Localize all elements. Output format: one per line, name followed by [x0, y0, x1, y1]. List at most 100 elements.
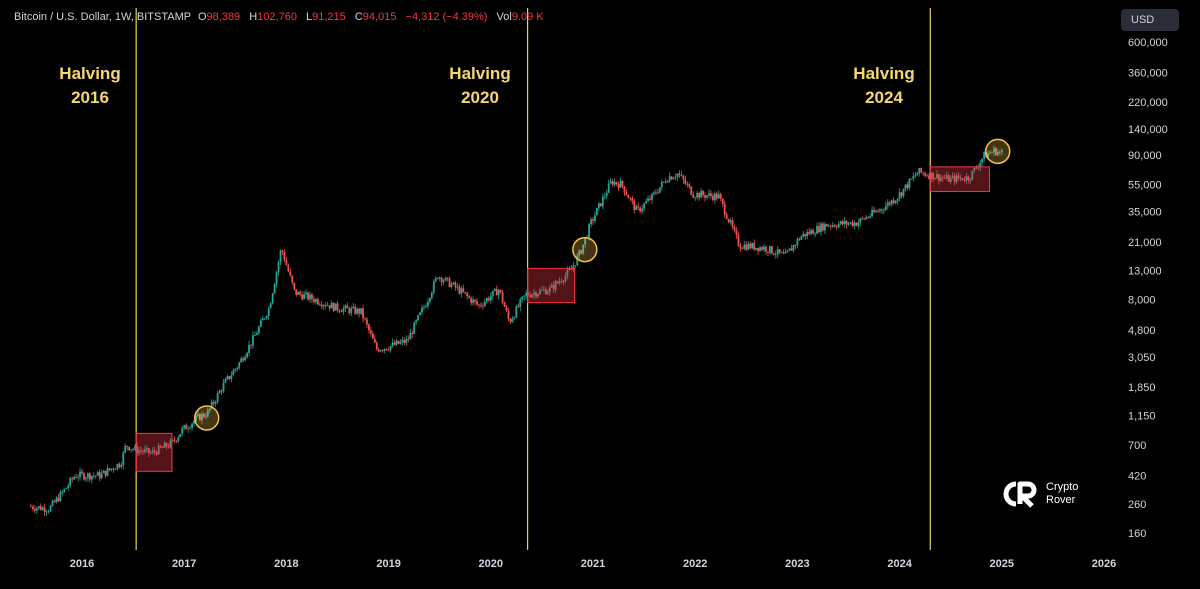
candle: [482, 302, 484, 310]
candle: [892, 197, 895, 205]
y-tick-label: 700: [1128, 440, 1146, 452]
candle: [228, 375, 231, 381]
candle: [79, 467, 81, 481]
candle: [643, 202, 645, 212]
low-value: 91,215: [312, 11, 346, 23]
candle: [619, 177, 622, 188]
candle: [859, 217, 862, 227]
candle: [98, 469, 101, 482]
candle: [947, 173, 950, 183]
candle: [768, 245, 771, 256]
candle: [969, 177, 972, 184]
y-tick-label: 260: [1128, 499, 1146, 511]
candle: [275, 270, 278, 288]
candle: [590, 217, 592, 228]
candle: [352, 302, 355, 310]
candle: [741, 247, 744, 250]
candle: [314, 297, 317, 305]
candle: [786, 249, 789, 253]
candle: [900, 191, 903, 199]
candle: [387, 347, 390, 352]
candle: [407, 335, 410, 343]
candle: [454, 280, 457, 291]
candle: [200, 411, 203, 425]
y-tick-label: 21,000: [1128, 237, 1162, 249]
candle: [181, 426, 184, 437]
candle: [313, 295, 315, 305]
candle: [450, 281, 453, 289]
candle: [882, 207, 885, 215]
candle: [45, 509, 48, 516]
x-tick-label: 2017: [172, 558, 196, 570]
candle: [187, 425, 190, 433]
candle: [436, 277, 439, 280]
candle: [867, 216, 870, 219]
candle: [271, 292, 274, 305]
candle: [342, 305, 345, 315]
candle: [780, 251, 783, 254]
close-key: C: [354, 11, 363, 23]
candle: [963, 176, 966, 183]
candle: [478, 303, 480, 309]
candle: [287, 263, 290, 273]
candle: [996, 148, 999, 157]
candle: [248, 340, 250, 357]
candle: [796, 237, 799, 249]
currency-button[interactable]: USD: [1121, 9, 1179, 31]
candle: [281, 249, 284, 256]
candle: [53, 499, 56, 503]
candle: [839, 220, 842, 226]
candle: [385, 348, 388, 351]
candle: [871, 206, 873, 219]
candle: [346, 302, 349, 309]
candle: [554, 280, 557, 293]
candle: [210, 399, 213, 410]
candle: [955, 173, 958, 185]
candle: [906, 181, 909, 191]
candle: [890, 199, 893, 207]
candle: [31, 504, 34, 512]
candle: [841, 219, 844, 226]
candle: [731, 217, 734, 230]
y-tick-label: 420: [1128, 470, 1146, 482]
candle: [41, 505, 44, 511]
candle: [605, 189, 608, 200]
candle: [981, 158, 984, 167]
candle: [507, 308, 510, 322]
candle: [370, 326, 372, 337]
candle: [686, 181, 689, 188]
candle: [597, 202, 600, 212]
candle: [710, 190, 712, 200]
candle: [822, 221, 824, 232]
candle: [318, 301, 321, 306]
candle: [637, 202, 640, 211]
candle: [743, 240, 746, 251]
candle: [57, 493, 60, 503]
candle: [684, 175, 687, 186]
candle: [761, 245, 763, 252]
candle: [692, 191, 695, 199]
candle: [831, 222, 834, 229]
candle: [259, 317, 262, 328]
highlight-box: [135, 432, 173, 472]
highlight-circle: [984, 138, 1011, 165]
candle: [43, 503, 46, 517]
candle: [578, 249, 581, 260]
candle: [521, 296, 524, 303]
candle: [132, 447, 134, 452]
candle: [971, 170, 974, 181]
x-tick-label: 2024: [887, 558, 912, 570]
candle: [546, 288, 549, 295]
candle: [399, 339, 402, 345]
highlight-box: [527, 267, 576, 304]
candle: [658, 187, 661, 194]
candle: [92, 472, 95, 479]
candle: [928, 173, 930, 180]
candle: [499, 289, 502, 294]
y-tick-label: 160: [1128, 528, 1146, 540]
candle: [232, 368, 235, 376]
candle: [953, 172, 956, 186]
candle: [134, 443, 136, 452]
